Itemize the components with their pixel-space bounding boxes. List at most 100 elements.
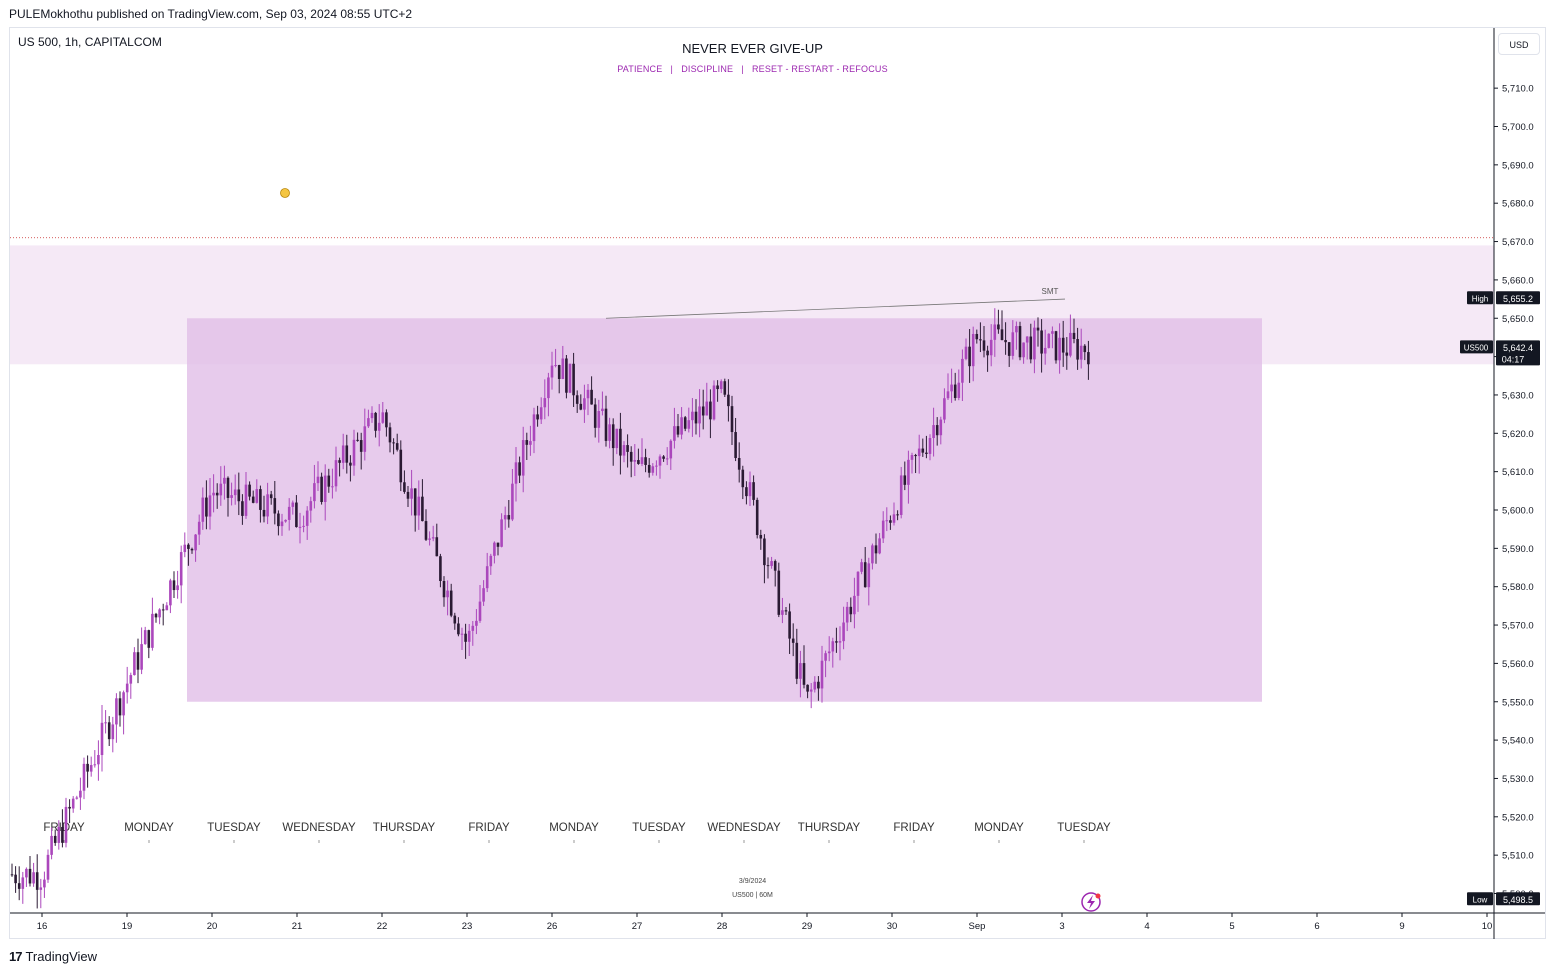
candle-body (435, 537, 439, 557)
candle-body (511, 483, 514, 520)
candle-body (593, 404, 597, 428)
candle-body (925, 452, 928, 454)
candle-body (683, 417, 687, 429)
candle-body (835, 641, 838, 643)
candle-body (698, 406, 701, 424)
low-tag-label: Low (1473, 895, 1488, 904)
currency-button[interactable]: USD (1498, 33, 1540, 55)
candle-body (489, 555, 493, 567)
candle-body (709, 401, 712, 420)
candle-body (622, 445, 626, 456)
candle-body (158, 609, 161, 618)
range-box (187, 318, 1262, 702)
candle-body (565, 358, 568, 393)
price-tick-label: 5,540.0 (1502, 736, 1534, 747)
time-tick-label: 3 (1059, 921, 1064, 932)
candle-body (910, 455, 914, 460)
candle-body (406, 491, 410, 499)
day-label: WEDNESDAY (707, 822, 781, 834)
candle-body (197, 521, 201, 535)
candle-body (647, 464, 651, 473)
day-label: MONDAY (974, 822, 1024, 834)
candle-body (572, 363, 575, 396)
candle-body (147, 630, 151, 648)
candle-body (619, 428, 622, 456)
candle-body (687, 420, 691, 429)
candle-body (766, 565, 770, 567)
price-tick-label: 5,550.0 (1502, 697, 1534, 708)
candle-body (853, 595, 856, 615)
candle-body (712, 385, 716, 420)
candle-body (165, 605, 169, 611)
day-label: TUESDAY (1057, 822, 1111, 834)
candle-body (496, 542, 500, 547)
candle-body (518, 462, 521, 476)
candle-body (194, 534, 197, 551)
candle-body (856, 571, 860, 596)
price-tick-label: 5,610.0 (1502, 467, 1534, 478)
candle-body (295, 502, 298, 528)
candle-body (298, 526, 302, 528)
candle-body (597, 411, 601, 428)
candle-body (129, 675, 133, 684)
candle-body (748, 482, 752, 497)
low-value: 5,498.5 (1503, 895, 1533, 905)
price-tick-label: 5,630.0 (1502, 390, 1534, 401)
candle-body (691, 411, 694, 421)
tradingview-logo[interactable]: 17 TradingView (9, 949, 97, 964)
candle-body (1061, 337, 1065, 353)
candle-body (68, 806, 71, 809)
candle-body (795, 642, 799, 679)
candle-body (935, 425, 939, 436)
candle-body (417, 496, 421, 516)
time-tick-label: 10 (1482, 921, 1493, 932)
candle-body (871, 545, 874, 564)
candle-body (701, 406, 705, 416)
candle-body (345, 445, 349, 463)
candle-body (874, 545, 878, 554)
candle-body (586, 389, 590, 399)
candle-body (338, 460, 341, 463)
candle-body (917, 448, 921, 457)
candle-body (507, 515, 511, 520)
candle-body (381, 412, 385, 423)
candle-body (773, 561, 777, 571)
time-tick-label: 9 (1399, 921, 1404, 932)
chart-title: NEVER EVER GIVE-UP (682, 41, 823, 56)
candle-body (280, 521, 284, 527)
candle-body (860, 562, 863, 572)
candle-body (727, 394, 730, 407)
candle-body (1072, 332, 1076, 340)
candle-body (968, 346, 971, 367)
price-tick-label: 5,600.0 (1502, 506, 1534, 517)
time-tick-label: Sep (969, 921, 986, 932)
candle-body (845, 606, 849, 623)
price-tick-label: 5,560.0 (1502, 659, 1534, 670)
candle-body (1047, 333, 1051, 348)
candle-body (554, 365, 557, 367)
candle-body (449, 590, 453, 616)
candle-body (680, 417, 683, 435)
candle-body (248, 484, 251, 497)
time-tick-label: 4 (1144, 921, 1149, 932)
candle-body (907, 459, 910, 485)
candle-body (1040, 330, 1043, 354)
lightning-bolt-icon (1087, 895, 1095, 909)
price-tick-label: 5,530.0 (1502, 774, 1534, 785)
time-tick-label: 6 (1314, 921, 1319, 932)
candle-body (313, 483, 316, 502)
candle-body (791, 638, 795, 643)
candle-body (676, 426, 680, 435)
candle-body (352, 439, 356, 466)
candle-body (1004, 340, 1007, 343)
candle-body (428, 538, 431, 540)
candle-body (899, 475, 903, 515)
price-tick-label: 5,660.0 (1502, 275, 1534, 286)
day-label: MONDAY (549, 822, 599, 834)
candle-body (986, 350, 989, 356)
day-label: MONDAY (124, 822, 174, 834)
countdown-value: 04:17 (1502, 354, 1525, 364)
candle-body (993, 324, 997, 340)
smt-line (605, 298, 1066, 319)
